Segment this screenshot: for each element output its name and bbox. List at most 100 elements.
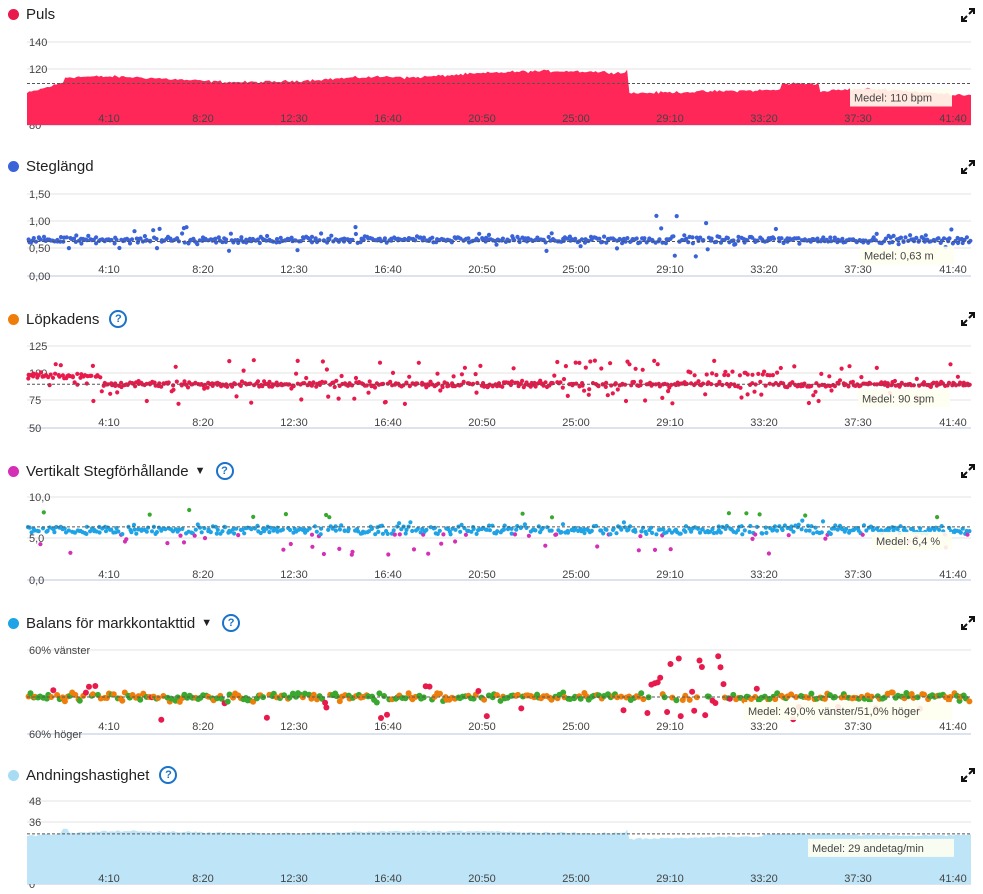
expand-icon[interactable] <box>961 8 975 22</box>
data-point <box>515 380 520 385</box>
data-point <box>61 698 68 705</box>
data-point <box>771 527 776 532</box>
y-tick-label: 140 <box>29 37 47 49</box>
data-point <box>145 525 151 530</box>
dropdown-caret-icon[interactable]: ▼ <box>194 465 206 477</box>
data-point <box>267 530 272 535</box>
data-point <box>325 240 330 245</box>
data-point <box>563 364 569 369</box>
dropdown-caret-icon[interactable]: ▼ <box>201 617 213 629</box>
data-point <box>725 236 731 241</box>
data-point <box>620 241 625 246</box>
data-point <box>640 367 645 372</box>
data-point <box>228 231 233 236</box>
data-point <box>233 382 238 387</box>
chart-panel-puls: Puls 140120100804:108:2012:3016:4020:502… <box>0 0 983 152</box>
expand-icon[interactable] <box>961 616 975 630</box>
chart-panel-vertikalt: Vertikalt Stegförhållande ▼ ? 10,0 5,0 0,0… <box>0 456 983 608</box>
data-point <box>474 390 479 395</box>
data-point <box>288 541 293 547</box>
data-point <box>608 361 613 366</box>
data-point <box>673 697 680 704</box>
data-point <box>355 529 361 534</box>
data-point <box>108 391 113 396</box>
expand-icon[interactable] <box>961 768 975 782</box>
data-point <box>619 527 624 532</box>
data-point <box>439 541 444 546</box>
data-point <box>844 526 849 532</box>
data-point <box>430 235 435 240</box>
chart-title: Steglängd <box>26 158 94 175</box>
data-point <box>411 547 417 552</box>
data-point <box>710 371 715 376</box>
expand-icon[interactable] <box>961 464 975 478</box>
data-point <box>638 379 643 384</box>
data-point <box>418 235 423 240</box>
data-point <box>797 241 802 246</box>
data-point <box>263 714 270 721</box>
data-point <box>864 528 869 533</box>
data-point <box>239 235 244 240</box>
data-point <box>330 526 335 531</box>
data-point <box>767 373 773 378</box>
data-point <box>682 233 687 238</box>
data-point <box>500 236 505 241</box>
data-point <box>73 239 78 244</box>
data-point <box>582 388 587 393</box>
data-point <box>813 525 818 530</box>
data-point <box>720 382 725 388</box>
data-point <box>407 384 412 389</box>
help-icon[interactable]: ? <box>109 310 128 328</box>
expand-icon[interactable] <box>961 160 975 174</box>
data-point <box>850 379 856 384</box>
help-icon[interactable]: ? <box>222 614 241 632</box>
data-point <box>239 379 245 384</box>
data-point <box>79 241 84 246</box>
data-point <box>202 382 208 387</box>
help-icon[interactable]: ? <box>215 462 234 480</box>
data-point <box>361 237 366 243</box>
x-tick-label: 20:50 <box>468 113 496 125</box>
x-tick-label: 20:50 <box>468 721 496 733</box>
data-point <box>750 536 755 541</box>
data-point <box>762 369 767 374</box>
data-point <box>410 528 415 534</box>
data-point <box>115 390 120 395</box>
data-point <box>74 233 79 238</box>
data-point <box>131 522 137 527</box>
data-point <box>697 530 703 535</box>
x-tick-label: 41:40 <box>939 721 967 733</box>
data-point <box>582 530 587 536</box>
data-point <box>171 387 176 392</box>
data-point <box>744 511 749 516</box>
x-tick-label: 16:40 <box>374 873 402 885</box>
data-point <box>583 365 588 370</box>
help-icon[interactable]: ? <box>159 766 178 784</box>
x-tick-label: 33:20 <box>750 873 778 885</box>
data-point <box>546 234 551 240</box>
data-point <box>660 395 665 400</box>
data-point <box>702 712 709 719</box>
legend-dot <box>8 9 19 20</box>
data-point <box>935 515 940 520</box>
data-point <box>57 374 62 379</box>
data-point <box>605 393 610 398</box>
data-point <box>373 532 378 537</box>
data-point <box>638 690 645 697</box>
chart-plot-area: 1,50 1,00 0,50 0,00 4:10 8:20 12:30 16:40 20:50 2… <box>26 189 973 283</box>
x-tick-label: 8:20 <box>192 113 213 125</box>
data-point <box>595 544 600 549</box>
data-point <box>840 236 845 241</box>
data-point <box>704 221 709 226</box>
data-point <box>936 236 941 241</box>
x-tick-label: 29:10 <box>656 721 684 733</box>
data-point <box>275 525 280 530</box>
data-point <box>786 533 791 538</box>
data-point <box>565 393 570 398</box>
expand-icon[interactable] <box>961 312 975 326</box>
data-point <box>686 696 693 703</box>
data-point <box>45 528 50 533</box>
data-point <box>329 233 334 238</box>
y-tick-label: 125 <box>29 341 47 353</box>
data-point <box>337 546 342 551</box>
